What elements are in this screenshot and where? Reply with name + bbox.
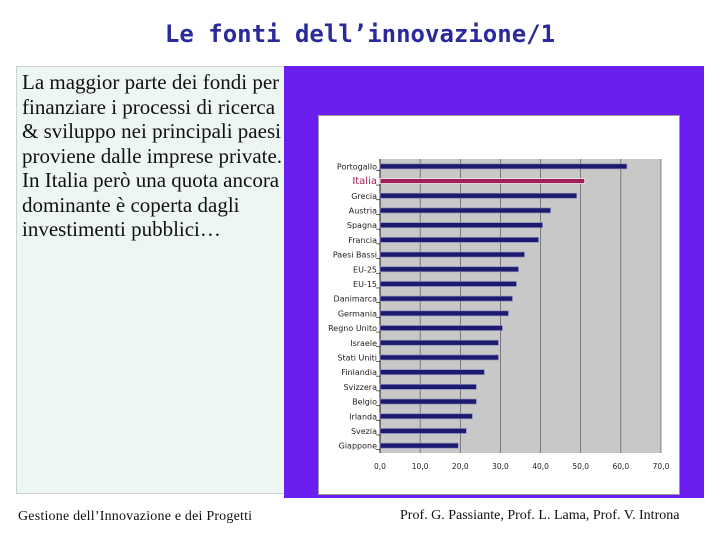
x-tick-label: 40,0 [532,462,549,471]
category-label: Regno Unito [328,324,377,333]
bar [379,281,517,287]
bar [379,369,485,375]
bar [379,236,539,243]
category-label: Stati Uniti [337,353,377,362]
category-label: Francia [348,236,377,245]
category-label: Israele [350,339,377,348]
text-box [16,66,290,494]
category-label: Austria [349,206,377,215]
category-label: Finlandia [341,368,377,377]
x-tick-label: 50,0 [572,462,589,471]
category-label: Belgio [352,398,377,407]
category-label: Paesi Bassi [333,251,377,260]
category-label: Portogallo [337,162,377,171]
x-tick-label: 0,0 [374,462,386,471]
bar-chart: 0,0 10,0 20,0 30,0 40,0 50,0 60,0 70,0 Portogall… [328,159,670,471]
category-label: Germania [338,309,377,318]
bar [379,251,525,258]
category-label: Irlanda [349,412,377,421]
footer-authors: Prof. G. Passiante, Prof. L. Lama, Prof.… [400,508,680,523]
category-label: Svizzera [343,383,377,392]
x-tick-label: 30,0 [492,462,509,471]
category-label: EU-25 [353,265,377,274]
category-label: EU-15 [353,280,377,289]
bar [379,192,578,199]
bar [379,354,499,361]
body-text: La maggior parte dei fondi per finanziar… [22,70,283,241]
category-label: Italia [352,176,377,187]
category-label: Svezia [351,427,377,436]
bar [379,339,499,346]
bar [379,163,628,170]
bar [379,442,459,449]
plot-area [380,159,661,453]
bar [379,207,551,214]
slide-title: Le fonti dell’innovazione/1 [164,20,556,48]
bar [379,325,503,331]
bar [379,384,477,390]
category-label: Grecia [351,192,377,201]
footer-course: Gestione dell’Innovazione e dei Progetti [18,509,253,524]
bar [379,398,477,405]
category-label: Danimarca [334,295,378,304]
x-tick-label: 20,0 [452,462,469,471]
x-tick-label: 10,0 [412,462,429,471]
bar [379,222,543,229]
bar [379,310,509,317]
category-label: Spagna [347,221,377,230]
bar [379,413,473,420]
bar [379,295,513,302]
bar [379,428,467,434]
category-label: Giappone [339,442,377,451]
bar [379,266,519,273]
x-tick-label: 70,0 [653,462,670,471]
bar [379,178,586,184]
x-tick-label: 60,0 [613,462,630,471]
